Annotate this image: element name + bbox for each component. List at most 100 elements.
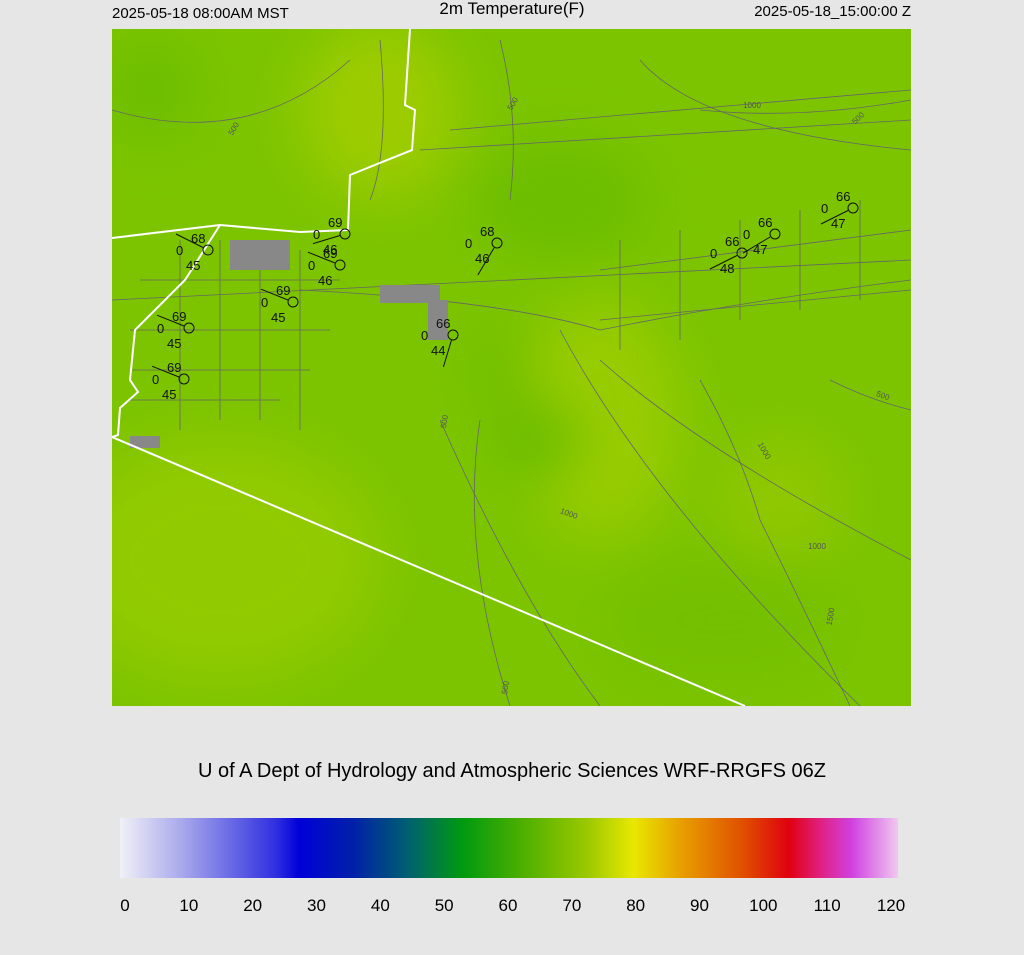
- contour: [473, 379, 851, 706]
- station-dewpoint: 47: [831, 216, 845, 231]
- station-temperature: 69: [323, 246, 337, 261]
- road: [369, 39, 911, 201]
- wind-barb: [477, 247, 495, 276]
- urban-areas: [130, 240, 448, 448]
- station-center: 0: [710, 246, 717, 261]
- station-center: 0: [465, 236, 472, 251]
- station-circle: [183, 322, 195, 334]
- colorbar-tick-label: 80: [626, 896, 645, 915]
- wind-barb: [175, 233, 204, 248]
- contour-label: 1000: [743, 101, 761, 110]
- colorbar-tick-label: 10: [179, 896, 198, 915]
- cool-patch: [470, 320, 530, 420]
- warm-patch: [112, 440, 380, 680]
- wind-barb: [260, 288, 289, 301]
- border: [112, 29, 417, 239]
- station-dewpoint: 48: [720, 261, 734, 276]
- station-dewpoint: 44: [431, 343, 445, 358]
- station-center: 0: [821, 201, 828, 216]
- cool-patch: [112, 40, 200, 140]
- colorbar-tick-label: 120: [877, 896, 905, 915]
- station-circle: [287, 296, 299, 308]
- colorbar-tick-label: 40: [371, 896, 390, 915]
- station-center: 0: [261, 295, 268, 310]
- stations: 6804569046690466904569045690456804666044…: [151, 189, 859, 402]
- colorbar-tick-label: 30: [307, 896, 326, 915]
- station-center: 0: [743, 227, 750, 242]
- cool-patch: [500, 400, 580, 480]
- station-dewpoint: 45: [167, 336, 181, 351]
- wind-barb: [820, 210, 849, 225]
- contour-label: 500: [500, 680, 511, 695]
- warm-patch: [300, 29, 460, 200]
- station-circle: [847, 202, 859, 214]
- road: [112, 259, 911, 301]
- wind-barb: [151, 365, 180, 378]
- credit: U of A Dept of Hydrology and Atmospheric…: [198, 760, 826, 782]
- station-circle: [202, 244, 214, 256]
- station-dewpoint: 46: [323, 242, 337, 257]
- station-circle: [491, 237, 503, 249]
- station-circle: [339, 228, 351, 240]
- header-right: 2025-05-18_15:00:00 Z: [754, 3, 911, 20]
- station-circle: [769, 228, 781, 240]
- station-center: 0: [176, 243, 183, 258]
- road-grid: [130, 279, 340, 401]
- road: [599, 359, 911, 561]
- wind-barb: [742, 236, 771, 254]
- borders: [112, 29, 746, 706]
- station-temperature: 69: [167, 360, 181, 375]
- wind-barb: [156, 314, 185, 327]
- colorbar-tick-label: 90: [690, 896, 709, 915]
- station-circle: [334, 259, 346, 271]
- road: [419, 119, 911, 151]
- station-circle: [736, 247, 748, 259]
- colorbar-tick-label: 0: [120, 896, 129, 915]
- station-center: 0: [421, 328, 428, 343]
- urban-area: [130, 436, 160, 448]
- station-temperature: 68: [480, 224, 494, 239]
- station-temperature: 66: [725, 234, 739, 249]
- temperature-field: [112, 29, 840, 690]
- station-center: 0: [313, 227, 320, 242]
- contour-label: 500: [875, 389, 891, 402]
- cool-patch: [600, 550, 840, 690]
- station-center: 0: [308, 258, 315, 273]
- station-temperature: 69: [328, 215, 342, 230]
- wind-barb: [307, 251, 336, 264]
- colorbar-tick-label: 100: [749, 896, 777, 915]
- station-dewpoint: 45: [186, 258, 200, 273]
- wind-barb: [709, 255, 738, 270]
- wind-barb: [442, 339, 452, 368]
- road-grid: [599, 229, 911, 321]
- road: [439, 419, 601, 706]
- colorbar-ticks: 0 10 20 30 40 50 60 70 80 90 100 110 120: [120, 896, 905, 915]
- road-grid: [619, 200, 861, 350]
- warm-patch: [720, 440, 840, 560]
- wind-barb: [312, 235, 341, 245]
- contour-label: 1500: [825, 606, 837, 626]
- warm-patch: [520, 300, 680, 540]
- urban-area: [230, 240, 290, 270]
- contour-label: 500: [439, 414, 450, 429]
- urban-area: [380, 285, 440, 303]
- station-temperature: 66: [436, 316, 450, 331]
- colorbar-tick-label: 50: [435, 896, 454, 915]
- colorbar-tick-label: 20: [243, 896, 262, 915]
- station-temperature: 66: [758, 215, 772, 230]
- urban-area: [428, 300, 448, 340]
- roads: [112, 39, 911, 706]
- road: [559, 329, 861, 706]
- station-circle: [178, 373, 190, 385]
- station-dewpoint: 46: [318, 273, 332, 288]
- station-dewpoint: 47: [753, 242, 767, 257]
- station-dewpoint: 45: [162, 387, 176, 402]
- station-center: 0: [152, 372, 159, 387]
- colorbar-tick-label: 70: [562, 896, 581, 915]
- colorbar-tick-label: 110: [814, 896, 841, 915]
- border: [112, 224, 221, 438]
- station-dewpoint: 46: [475, 251, 489, 266]
